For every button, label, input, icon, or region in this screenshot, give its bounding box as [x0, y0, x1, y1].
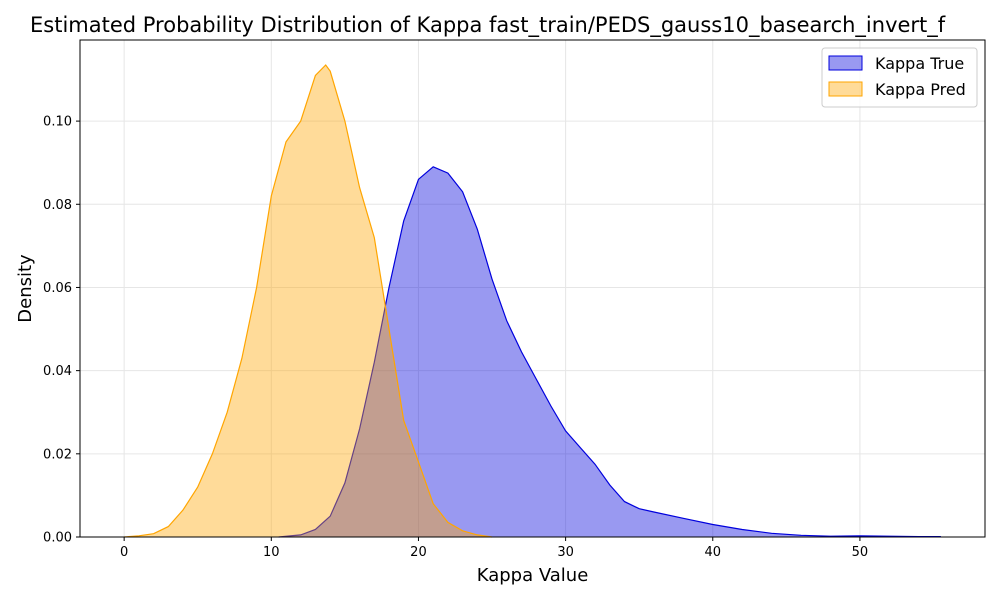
y-tick-label-0: 0.00 [43, 531, 72, 546]
x-tick-label-2: 20 [410, 545, 427, 560]
legend: Kappa True Kappa Pred [821, 47, 978, 108]
series-area-1 [124, 65, 492, 537]
x-axis-label: Kappa Value [477, 565, 589, 586]
y-tick-label-4: 0.08 [43, 198, 72, 213]
chart-title: Estimated Probability Distribution of Ka… [30, 13, 946, 38]
y-axis-ticks: 0.00 0.02 0.04 0.06 0.08 0.10 [43, 115, 80, 546]
series-layer [124, 64, 941, 538]
x-tick-label-3: 30 [557, 545, 574, 560]
legend-label-0: Kappa True [875, 54, 964, 73]
y-tick-label-5: 0.10 [43, 115, 72, 130]
y-tick-label-1: 0.02 [43, 447, 72, 462]
x-tick-label-0: 0 [120, 545, 128, 560]
series-line-1 [124, 64, 493, 538]
plot-frame [79, 39, 986, 538]
legend-box [821, 47, 978, 108]
series-area-0 [278, 166, 941, 538]
x-tick-label-4: 40 [704, 545, 721, 560]
legend-label-1: Kappa Pred [875, 80, 966, 99]
x-axis-ticks: 0 10 20 30 40 50 [120, 537, 868, 560]
legend-swatch-0 [828, 55, 863, 71]
y-tick-label-3: 0.06 [43, 281, 72, 296]
legend-swatch-1 [828, 81, 863, 97]
y-axis-label: Density [15, 254, 36, 323]
series-line-0 [278, 166, 941, 538]
x-tick-label-5: 50 [852, 545, 869, 560]
x-tick-label-1: 10 [263, 545, 280, 560]
y-tick-label-2: 0.04 [43, 364, 72, 379]
